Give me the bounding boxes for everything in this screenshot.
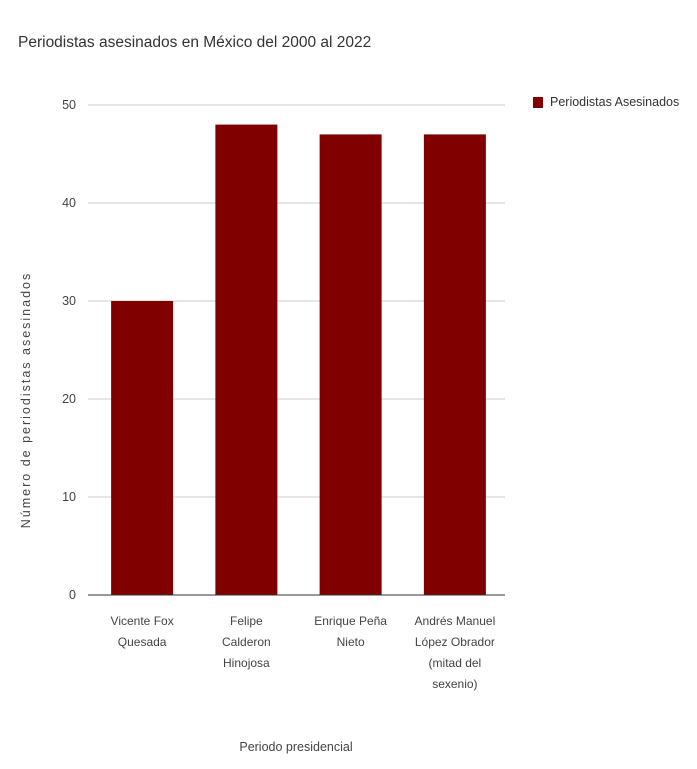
x-axis-title: Periodo presidencial (239, 740, 352, 754)
y-tick-label: 20 (62, 392, 76, 406)
y-axis-title: Número de periodistas asesinados (19, 272, 33, 528)
x-category-label-line: Andrés Manuel (415, 614, 496, 628)
bar (423, 134, 486, 595)
bar (319, 134, 382, 595)
x-category-label: Enrique Peña Nieto (314, 614, 387, 649)
y-tick-label: 0 (69, 588, 76, 602)
x-category-label: Andrés Manuel López Obrador (mitad del sexe… (415, 614, 496, 691)
y-tick-label: 40 (62, 196, 76, 210)
legend-label: Periodistas Asesinados (550, 95, 680, 109)
y-tick-label: 30 (62, 294, 76, 308)
y-tick-labels: 0 10 20 30 40 50 (62, 98, 76, 602)
x-category-label-line: Felipe (230, 614, 263, 628)
x-category-label-line: López Obrador (415, 635, 495, 649)
x-category-label-line: sexenio) (432, 677, 477, 691)
x-category-label-line: Quesada (118, 635, 167, 649)
y-tick-label: 10 (62, 490, 76, 504)
chart-title: Periodistas asesinados en México del 200… (18, 34, 372, 51)
bar (111, 301, 174, 595)
y-tick-label: 50 (62, 98, 76, 112)
x-category-label: Felipe Calderon Hinojosa (222, 614, 271, 670)
legend-swatch (533, 96, 543, 108)
bar (215, 124, 278, 595)
x-category-labels: Vicente Fox Quesada Felipe Calderon Hinojosa… (111, 614, 496, 691)
x-category-label-line: Enrique Peña (314, 614, 387, 628)
legend: Periodistas Asesinados (533, 95, 679, 109)
x-category-label: Vicente Fox Quesada (111, 614, 174, 649)
bars (111, 124, 486, 595)
x-category-label-line: Vicente Fox (111, 614, 174, 628)
x-category-label-line: (mitad del (429, 656, 482, 670)
x-category-label-line: Nieto (337, 635, 365, 649)
x-category-label-line: Calderon (222, 635, 271, 649)
x-category-label-line: Hinojosa (223, 656, 270, 670)
